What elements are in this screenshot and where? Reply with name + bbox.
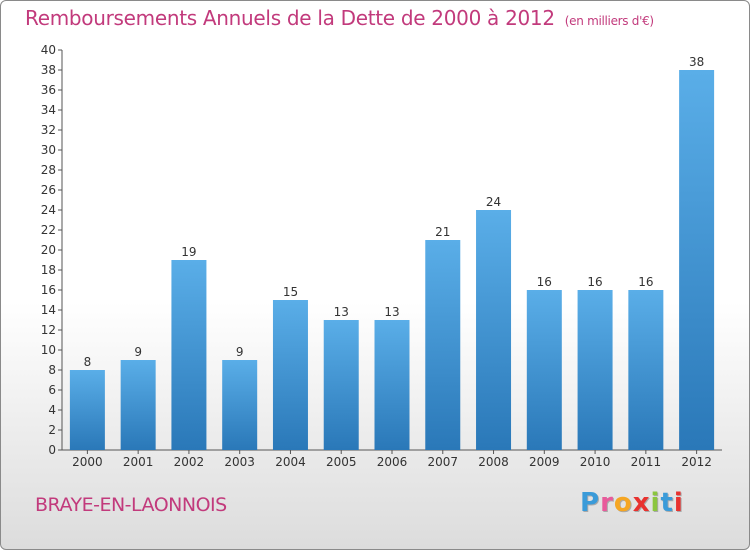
bar-value-label: 19 bbox=[181, 245, 196, 259]
y-tick-label: 10 bbox=[41, 343, 56, 357]
bar bbox=[425, 240, 461, 450]
x-tick-label: 2001 bbox=[123, 455, 154, 469]
bar bbox=[171, 260, 207, 450]
logo-letter: x bbox=[632, 488, 651, 518]
bar-value-label: 13 bbox=[384, 305, 399, 319]
y-tick-label: 6 bbox=[48, 383, 56, 397]
logo-letter: i bbox=[673, 488, 684, 518]
bar bbox=[272, 300, 308, 450]
bar-value-label: 16 bbox=[537, 275, 552, 289]
y-tick-label: 22 bbox=[41, 223, 56, 237]
bar-value-label: 16 bbox=[638, 275, 653, 289]
bar-value-label: 9 bbox=[134, 345, 142, 359]
x-tick-label: 2003 bbox=[224, 455, 255, 469]
bar bbox=[374, 320, 410, 450]
x-tick-label: 2005 bbox=[326, 455, 357, 469]
y-tick-label: 12 bbox=[41, 323, 56, 337]
y-tick-label: 2 bbox=[48, 423, 56, 437]
y-tick-label: 28 bbox=[41, 163, 56, 177]
x-tick-label: 2006 bbox=[377, 455, 408, 469]
y-tick-label: 34 bbox=[41, 103, 56, 117]
x-tick-label: 2004 bbox=[275, 455, 306, 469]
town-name: BRAYE-EN-LAONNOIS bbox=[35, 494, 227, 516]
logo-letter: P bbox=[580, 488, 601, 518]
bar bbox=[526, 290, 562, 450]
bar-value-label: 8 bbox=[84, 355, 92, 369]
y-tick-label: 30 bbox=[41, 143, 56, 157]
chart-title: Remboursements Annuels de la Dette de 20… bbox=[25, 6, 654, 30]
bar bbox=[222, 360, 258, 450]
bar-value-label: 9 bbox=[236, 345, 244, 359]
bars: 8 9 19 9 15 13 13 21 24 16 16 16 38 bbox=[69, 55, 715, 450]
y-tick-label: 0 bbox=[48, 443, 56, 457]
x-tick-label: 2012 bbox=[681, 455, 712, 469]
x-tick-label: 2002 bbox=[174, 455, 205, 469]
logo-letter: t bbox=[660, 488, 674, 518]
chart-title-text: Remboursements Annuels de la Dette de 20… bbox=[25, 6, 555, 30]
bar bbox=[476, 210, 512, 450]
y-tick-label: 16 bbox=[41, 283, 56, 297]
y-tick-label: 24 bbox=[41, 203, 56, 217]
y-tick-label: 14 bbox=[41, 303, 56, 317]
proxiti-logo[interactable]: Proxiti bbox=[580, 488, 684, 518]
x-tick-label: 2008 bbox=[478, 455, 509, 469]
chart-unit: (en milliers d'€) bbox=[564, 14, 654, 28]
y-tick-label: 40 bbox=[41, 43, 56, 57]
bar-value-label: 13 bbox=[334, 305, 349, 319]
y-tick-label: 38 bbox=[41, 63, 56, 77]
x-tick-label: 2011 bbox=[631, 455, 662, 469]
logo-letter: o bbox=[613, 488, 633, 518]
y-tick-label: 18 bbox=[41, 263, 56, 277]
bar bbox=[577, 290, 613, 450]
bar-value-label: 38 bbox=[689, 55, 704, 69]
bar-value-label: 15 bbox=[283, 285, 298, 299]
bar-value-label: 21 bbox=[435, 225, 450, 239]
y-tick-label: 4 bbox=[48, 403, 56, 417]
bar bbox=[69, 370, 105, 450]
bar bbox=[120, 360, 156, 450]
bar-value-label: 16 bbox=[587, 275, 602, 289]
bar-value-label: 24 bbox=[486, 195, 501, 209]
logo-letter: r bbox=[600, 488, 614, 518]
y-tick-label: 8 bbox=[48, 363, 56, 377]
bar bbox=[628, 290, 664, 450]
y-tick-label: 32 bbox=[41, 123, 56, 137]
bar bbox=[679, 70, 715, 450]
y-tick-label: 36 bbox=[41, 83, 56, 97]
x-tick-label: 2009 bbox=[529, 455, 560, 469]
y-tick-label: 20 bbox=[41, 243, 56, 257]
x-tick-label: 2000 bbox=[72, 455, 103, 469]
x-tick-label: 2010 bbox=[580, 455, 611, 469]
y-tick-label: 26 bbox=[41, 183, 56, 197]
x-tick-label: 2007 bbox=[427, 455, 458, 469]
bar bbox=[323, 320, 359, 450]
logo-letter: i bbox=[650, 488, 661, 518]
